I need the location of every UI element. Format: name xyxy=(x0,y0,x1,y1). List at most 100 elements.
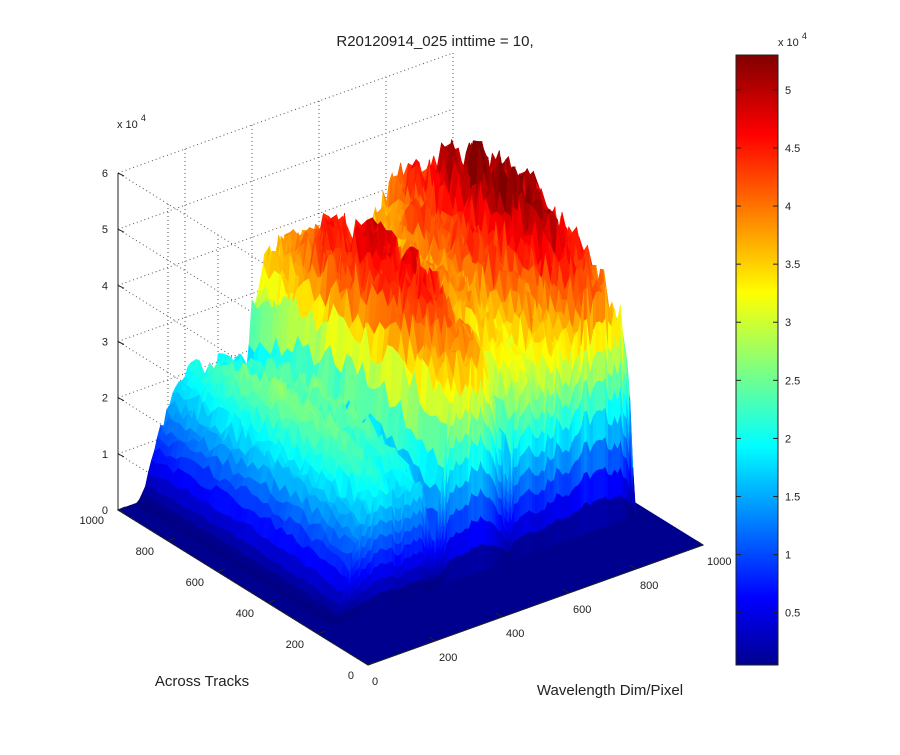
surface-skirt xyxy=(458,394,463,421)
surface-skirt xyxy=(498,546,503,565)
surface-skirt xyxy=(361,601,366,614)
surface-skirt xyxy=(516,535,521,559)
z-tick xyxy=(117,397,125,402)
surface-skirt xyxy=(407,503,411,520)
surface-skirt xyxy=(534,493,539,514)
surface-skirt xyxy=(601,375,606,412)
surface-skirt xyxy=(416,578,420,595)
surface-skirt xyxy=(608,474,612,501)
surface-skirt xyxy=(431,552,436,560)
surface-skirt xyxy=(534,531,539,552)
z-tick-label: 4 xyxy=(102,280,108,292)
surface-skirt xyxy=(601,435,606,470)
surface-skirt xyxy=(534,437,539,458)
surface-skirt xyxy=(498,480,503,500)
surface-skirt xyxy=(562,517,567,542)
surface-skirt xyxy=(608,321,612,353)
surface-skirt xyxy=(601,286,606,324)
colorbar: 0.5 1 1.5 2 2.5 3 3.5 4 4.5 5 x 10 4 xyxy=(735,31,807,666)
surface-skirt xyxy=(598,290,603,324)
colorbar-tick-label: 2.5 xyxy=(785,375,800,387)
surface-skirt xyxy=(407,516,411,532)
surface-skirt xyxy=(531,511,536,533)
surface-skirt xyxy=(385,589,390,606)
surface-skirt xyxy=(562,448,567,476)
surface-skirt xyxy=(464,455,469,483)
surface-skirt xyxy=(404,583,408,599)
surface-skirt xyxy=(455,531,460,557)
surface-skirt xyxy=(489,496,494,524)
surface-skirt xyxy=(498,446,503,467)
surface-skirt xyxy=(598,320,603,353)
surface-skirt xyxy=(385,547,390,565)
surface-skirt xyxy=(598,379,603,411)
surface-skirt xyxy=(592,439,597,474)
surface-skirt xyxy=(595,350,600,382)
surface-skirt xyxy=(373,524,378,540)
surface-skirt xyxy=(388,546,393,563)
surface-skirt xyxy=(513,429,518,449)
surface-skirt xyxy=(486,473,490,498)
surface-skirt xyxy=(367,561,372,576)
surface-skirt xyxy=(608,372,612,402)
surface-skirt xyxy=(373,566,378,582)
surface-skirt xyxy=(541,430,545,453)
surface-skirt xyxy=(583,409,588,443)
colorbar-multiplier-base: x 10 xyxy=(778,37,799,49)
surface-skirt xyxy=(623,476,628,499)
surface-skirt xyxy=(379,503,384,521)
surface-skirt xyxy=(458,531,463,557)
surface-skirt xyxy=(388,574,393,591)
surface-skirt xyxy=(407,543,411,558)
surface-skirt xyxy=(449,491,454,516)
surface-skirt xyxy=(428,581,433,590)
z-multiplier-base: x 10 xyxy=(117,119,138,131)
surface-skirt xyxy=(595,291,600,323)
surface-skirt xyxy=(404,516,408,532)
surface-skirt xyxy=(574,509,579,538)
z-tick xyxy=(117,341,125,345)
surface-skirt xyxy=(419,564,423,580)
surface-skirt xyxy=(598,439,603,470)
surface-skirt xyxy=(534,456,539,476)
surface-skirt xyxy=(531,491,536,514)
surface-skirt xyxy=(397,506,402,523)
surface-skirt xyxy=(534,418,539,439)
surface-skirt xyxy=(489,543,494,569)
surface-skirt xyxy=(565,425,570,453)
surface-skirt xyxy=(522,511,527,536)
surface-mesh xyxy=(116,139,705,666)
surface-skirt xyxy=(541,528,545,550)
surface-skirt xyxy=(550,392,554,418)
surface-skirt xyxy=(382,590,387,607)
surface-skirt xyxy=(525,487,530,513)
surface-skirt xyxy=(519,391,524,418)
surface-skirt xyxy=(413,580,417,596)
surface-skirt xyxy=(528,531,533,554)
surface-skirt xyxy=(556,441,561,471)
surface-skirt xyxy=(556,466,561,495)
surface-skirt xyxy=(474,390,478,422)
z-tick xyxy=(117,228,125,233)
surface-skirt xyxy=(486,496,490,522)
surface-skirt xyxy=(361,557,366,570)
surface-skirt xyxy=(480,514,484,545)
surface-skirt xyxy=(458,508,463,534)
surface-skirt xyxy=(449,447,454,471)
surface-skirt xyxy=(394,542,399,556)
surface-skirt xyxy=(550,370,554,397)
surface-skirt xyxy=(419,578,423,594)
surface-skirt xyxy=(394,554,399,567)
surface-skirt xyxy=(461,551,466,578)
x-axis-label: Wavelength Dim/Pixel xyxy=(537,682,683,699)
surface-skirt xyxy=(367,525,372,539)
surface-skirt xyxy=(534,475,539,495)
surface-skirt xyxy=(541,410,545,434)
colorbar-tick-label: 4.5 xyxy=(785,143,800,155)
surface-skirt xyxy=(404,490,408,505)
surface-skirt xyxy=(547,501,551,525)
z-tick-label: 5 xyxy=(102,224,108,236)
surface-skirt xyxy=(431,558,436,566)
z-tick xyxy=(117,172,125,177)
surface-skirt xyxy=(589,501,594,533)
